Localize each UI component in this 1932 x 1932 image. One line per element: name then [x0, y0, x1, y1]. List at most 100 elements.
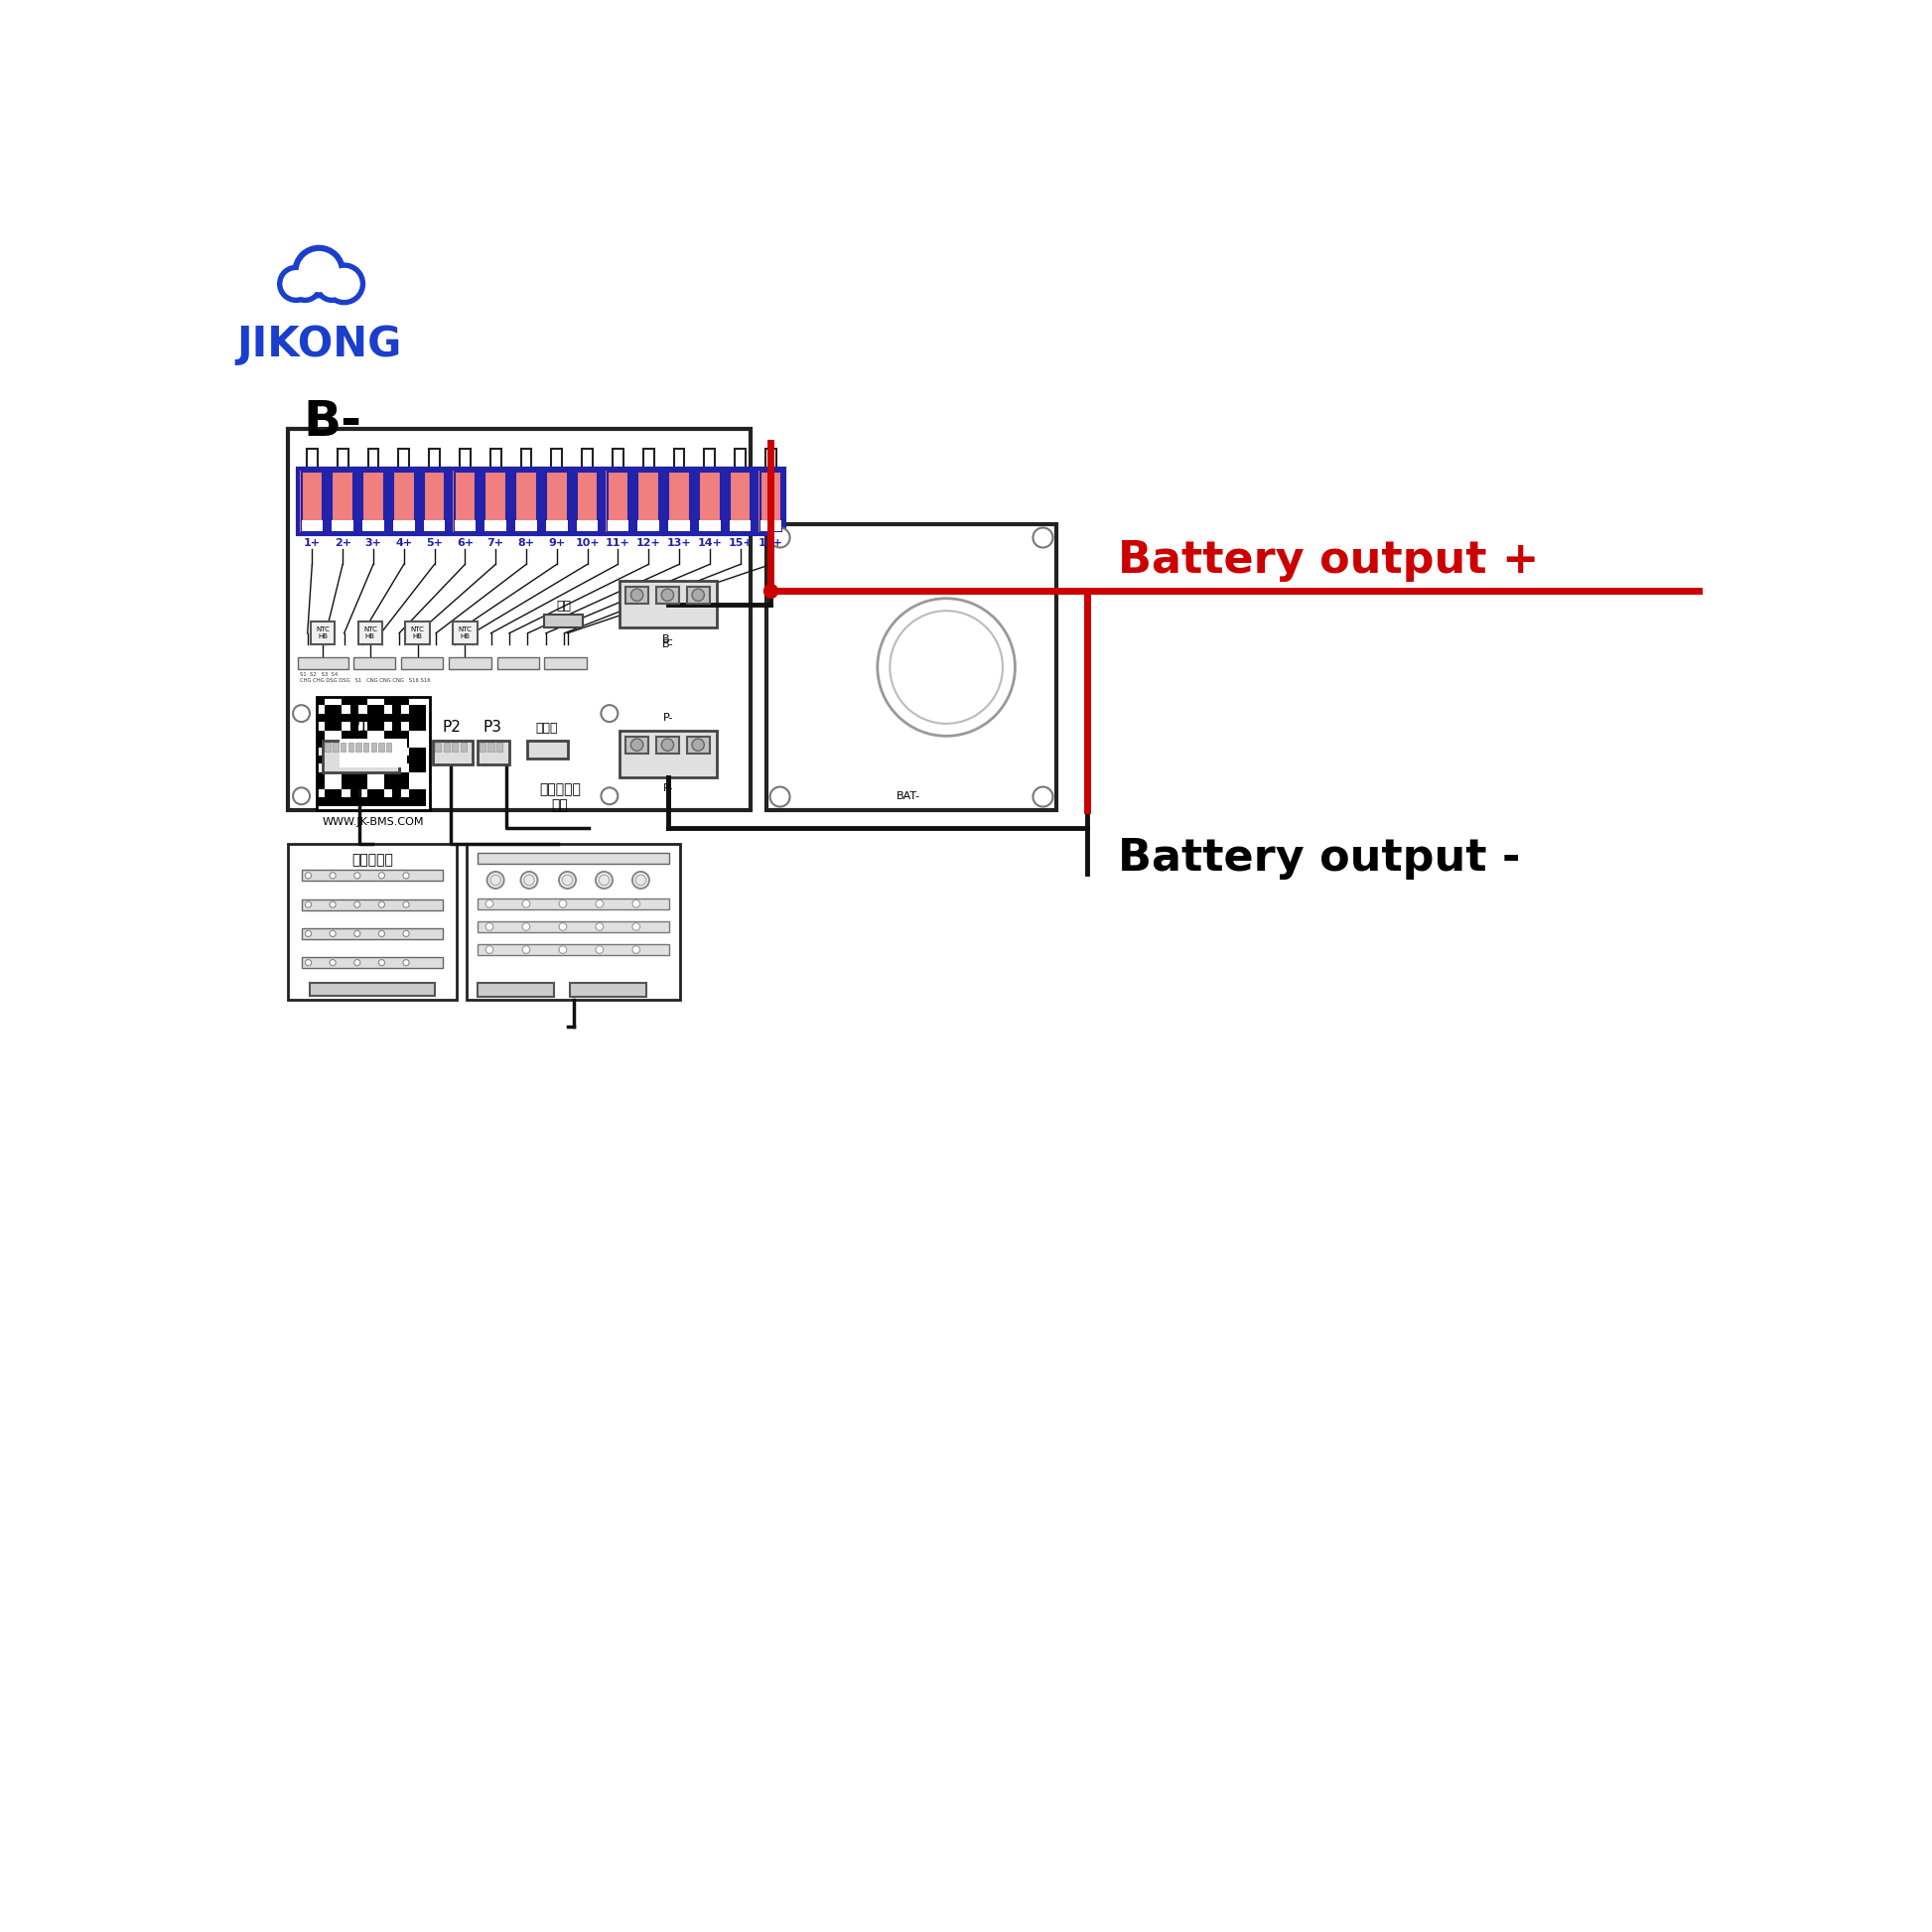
Bar — [317, 738, 325, 748]
Bar — [477, 945, 668, 954]
Circle shape — [1034, 527, 1053, 547]
Circle shape — [771, 786, 790, 808]
Bar — [325, 748, 334, 755]
Bar — [288, 429, 752, 811]
Text: 显示屏按键
开关: 显示屏按键 开关 — [539, 782, 580, 811]
Bar — [421, 469, 448, 533]
Bar — [332, 520, 354, 531]
Circle shape — [330, 931, 336, 937]
Bar — [325, 798, 334, 806]
Circle shape — [282, 270, 309, 298]
Circle shape — [305, 960, 311, 966]
Text: 接口板连接: 接口板连接 — [352, 852, 394, 866]
Bar — [392, 730, 400, 738]
Text: P1: P1 — [350, 721, 369, 734]
Circle shape — [522, 900, 529, 908]
Bar — [367, 788, 375, 798]
Bar — [452, 742, 458, 752]
Text: 10+: 10+ — [576, 539, 599, 549]
Bar — [367, 755, 375, 763]
Circle shape — [404, 931, 410, 937]
Bar — [574, 469, 601, 533]
Circle shape — [294, 788, 309, 804]
Text: P-: P- — [663, 784, 674, 794]
Bar — [417, 723, 425, 730]
Circle shape — [354, 960, 359, 966]
Bar — [759, 471, 781, 531]
Bar — [410, 713, 417, 723]
Text: P2: P2 — [442, 721, 460, 734]
Bar — [386, 742, 392, 752]
Bar — [384, 713, 392, 723]
Circle shape — [632, 923, 639, 931]
Circle shape — [278, 265, 315, 301]
Bar — [668, 471, 690, 531]
Bar — [363, 742, 369, 752]
Bar — [730, 471, 752, 531]
Bar — [423, 520, 444, 531]
Bar — [582, 448, 593, 469]
Text: Battery output -: Battery output - — [1119, 837, 1520, 881]
Bar — [400, 755, 410, 763]
Circle shape — [330, 902, 336, 908]
Bar — [363, 520, 384, 531]
Circle shape — [330, 873, 336, 879]
Bar — [410, 705, 417, 713]
Bar — [367, 748, 375, 755]
Bar — [392, 697, 400, 705]
Bar — [512, 469, 539, 533]
Bar — [489, 742, 495, 752]
Bar — [357, 622, 383, 645]
Bar — [477, 922, 668, 931]
Bar — [359, 469, 386, 533]
Circle shape — [522, 923, 529, 931]
Bar — [730, 520, 752, 531]
Bar — [338, 448, 348, 469]
Text: 8+: 8+ — [518, 539, 535, 549]
Bar — [363, 471, 384, 531]
Bar — [334, 788, 342, 798]
Bar — [460, 448, 469, 469]
Bar — [350, 705, 359, 713]
Bar — [350, 697, 359, 705]
Bar — [384, 755, 392, 763]
Circle shape — [558, 947, 566, 954]
Bar — [686, 587, 709, 603]
Bar — [545, 614, 583, 628]
Circle shape — [485, 900, 493, 908]
Bar — [317, 773, 325, 781]
Bar — [350, 730, 359, 738]
Circle shape — [877, 599, 1014, 736]
Bar — [570, 983, 645, 997]
Bar — [371, 742, 377, 752]
Bar — [392, 748, 400, 755]
Bar — [699, 520, 721, 531]
Circle shape — [558, 900, 566, 908]
Bar — [674, 448, 684, 469]
Bar — [527, 740, 568, 759]
Bar — [375, 723, 384, 730]
Circle shape — [632, 589, 643, 601]
Bar — [367, 705, 375, 713]
Bar — [400, 798, 410, 806]
Bar — [367, 713, 375, 723]
Bar — [323, 740, 400, 773]
Bar — [392, 798, 400, 806]
Text: B-: B- — [663, 639, 674, 649]
Bar — [384, 773, 392, 781]
Text: BAT-: BAT- — [896, 792, 920, 802]
Bar — [516, 471, 537, 531]
Bar — [636, 469, 663, 533]
Bar — [452, 469, 479, 533]
Bar — [626, 587, 649, 603]
Circle shape — [771, 527, 790, 547]
Bar — [433, 740, 473, 765]
Bar — [417, 763, 425, 773]
Bar — [657, 587, 678, 603]
Circle shape — [491, 875, 500, 885]
Bar — [406, 622, 429, 645]
Bar — [301, 958, 442, 968]
Circle shape — [315, 269, 350, 301]
Bar — [350, 713, 359, 723]
Circle shape — [305, 931, 311, 937]
